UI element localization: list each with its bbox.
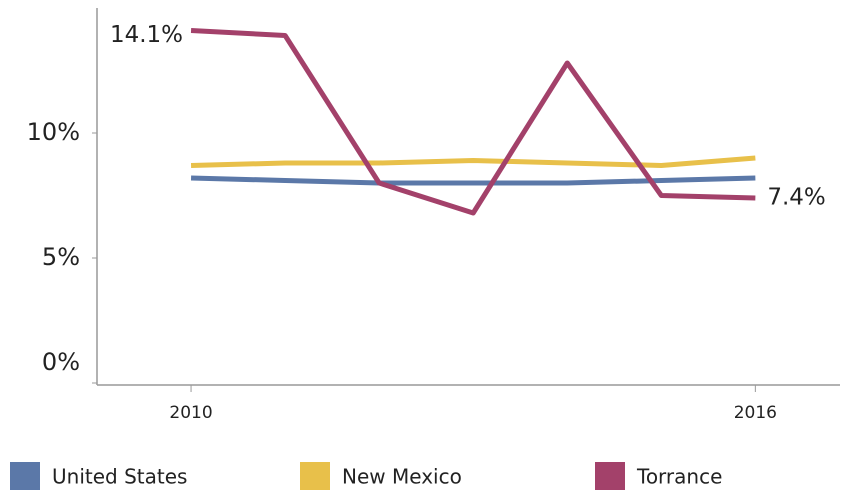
- x-tick-label: 2010: [169, 403, 212, 423]
- series-line: [190, 155, 756, 168]
- legend-label: United States: [52, 465, 187, 489]
- y-tick-label: 10%: [27, 118, 80, 146]
- x-tick-label: 2016: [734, 403, 777, 423]
- legend-swatch: [10, 462, 40, 490]
- y-tick-label: 0%: [42, 348, 80, 376]
- series-line: [190, 28, 756, 216]
- series-line: [190, 175, 756, 186]
- legend-swatch: [595, 462, 625, 490]
- value-label: 7.4%: [767, 185, 825, 211]
- legend-label: New Mexico: [342, 465, 462, 489]
- value-label: 14.1%: [110, 22, 183, 48]
- legend-swatch: [300, 462, 330, 490]
- legend-label: Torrance: [636, 465, 722, 489]
- y-tick-label: 5%: [42, 243, 80, 271]
